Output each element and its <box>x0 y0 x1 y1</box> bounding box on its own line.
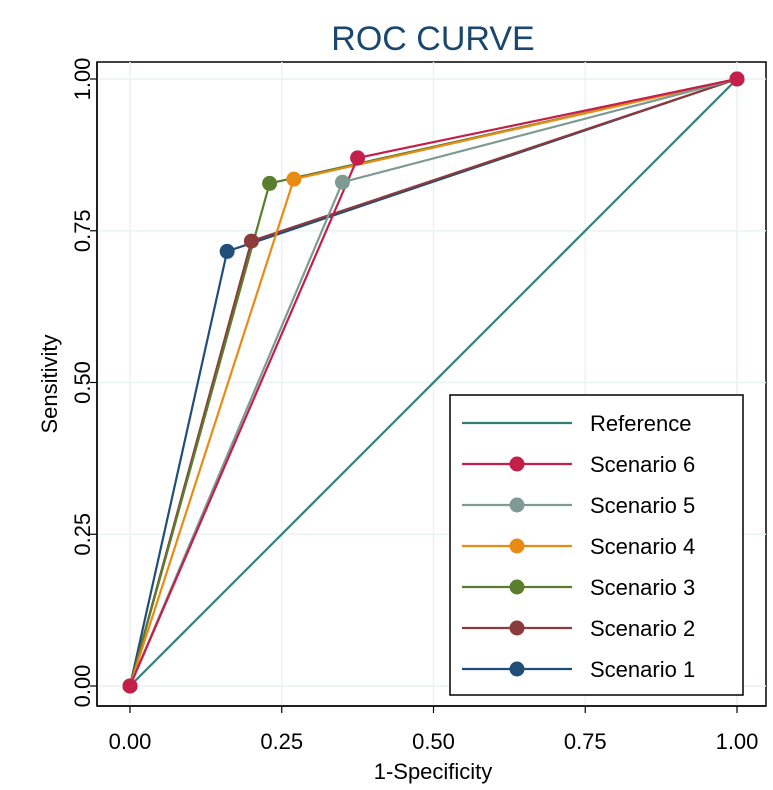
data-point-scenario-4 <box>286 172 301 187</box>
x-tick-label: 0.50 <box>412 729 455 754</box>
legend-label-scenario-5: Scenario 5 <box>590 493 695 518</box>
legend-marker-scenario-1 <box>510 662 525 677</box>
data-point-scenario-6 <box>350 150 365 165</box>
legend-marker-scenario-2 <box>510 621 525 636</box>
legend-marker-scenario-4 <box>510 539 525 554</box>
x-tick-label: 1.00 <box>716 729 759 754</box>
legend-label-scenario-1: Scenario 1 <box>590 657 695 682</box>
data-point-scenario-6 <box>730 72 745 87</box>
y-axis-label: Sensitivity <box>37 334 62 433</box>
legend: Reference Scenario 6 Scenario 5 Scenario 4 S… <box>450 395 743 695</box>
y-tick-label: 0.50 <box>70 361 95 404</box>
legend-label-scenario-2: Scenario 2 <box>590 616 695 641</box>
x-tick-label: 0.25 <box>260 729 303 754</box>
legend-label-scenario-3: Scenario 3 <box>590 575 695 600</box>
chart-title: ROC CURVE <box>331 20 534 58</box>
data-point-scenario-1 <box>220 244 235 259</box>
legend-label-reference: Reference <box>590 411 692 436</box>
x-tick-label: 0.00 <box>109 729 152 754</box>
data-point-scenario-2 <box>244 234 259 249</box>
legend-marker-scenario-6 <box>510 457 525 472</box>
data-point-scenario-6 <box>123 679 138 694</box>
data-point-scenario-3 <box>262 176 277 191</box>
data-point-scenario-5 <box>335 175 350 190</box>
legend-marker-scenario-5 <box>510 498 525 513</box>
x-axis-label: 1-Specificity <box>374 759 493 784</box>
y-tick-label: 1.00 <box>70 58 95 101</box>
y-tick-label: 0.75 <box>70 209 95 252</box>
y-tick-label: 0.00 <box>70 665 95 708</box>
legend-marker-scenario-3 <box>510 580 525 595</box>
legend-label-scenario-6: Scenario 6 <box>590 452 695 477</box>
legend-label-scenario-4: Scenario 4 <box>590 534 695 559</box>
y-tick-label: 0.25 <box>70 513 95 556</box>
x-tick-label: 0.75 <box>564 729 607 754</box>
